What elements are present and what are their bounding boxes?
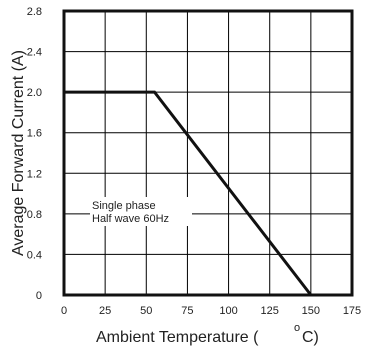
- degree-symbol: o: [294, 322, 300, 334]
- x-tick-label: 75: [181, 305, 193, 317]
- y-tick-label: 1.6: [27, 128, 42, 140]
- x-tick-label: 125: [261, 305, 279, 317]
- x-axis-title: Ambient Temperature (: [96, 329, 259, 346]
- annotation-line-2: Half wave 60Hz: [92, 213, 169, 225]
- y-tick-label: 2.8: [27, 6, 42, 18]
- x-tick-label: 0: [61, 305, 67, 317]
- x-tick-label: 175: [343, 305, 361, 317]
- x-axis-unit: C): [302, 329, 319, 346]
- x-tick-label: 25: [99, 305, 111, 317]
- y-axis-title: Average Forward Current (A): [10, 50, 27, 256]
- x-tick-label: 100: [219, 305, 237, 317]
- current-derating-line: [64, 90, 313, 296]
- y-tick-label: 0.4: [27, 249, 42, 261]
- y-tick-label: 2.4: [27, 47, 42, 59]
- y-tick-label: 1.2: [27, 168, 42, 180]
- axis-ticks: 0 25 50 75 100 125 150 175 0 0.4 0.8 1.2 1.6 2.0 2.4 2.…: [27, 6, 361, 317]
- y-tick-label: 2.0: [27, 87, 42, 99]
- annotation-line-1: Single phase: [92, 200, 156, 212]
- y-tick-label: 0: [36, 290, 42, 302]
- plot-frame: [62, 9, 354, 297]
- annotation-background: [90, 197, 192, 226]
- y-tick-label: 0.8: [27, 209, 42, 221]
- x-tick-label: 150: [302, 305, 320, 317]
- x-tick-label: 50: [140, 305, 152, 317]
